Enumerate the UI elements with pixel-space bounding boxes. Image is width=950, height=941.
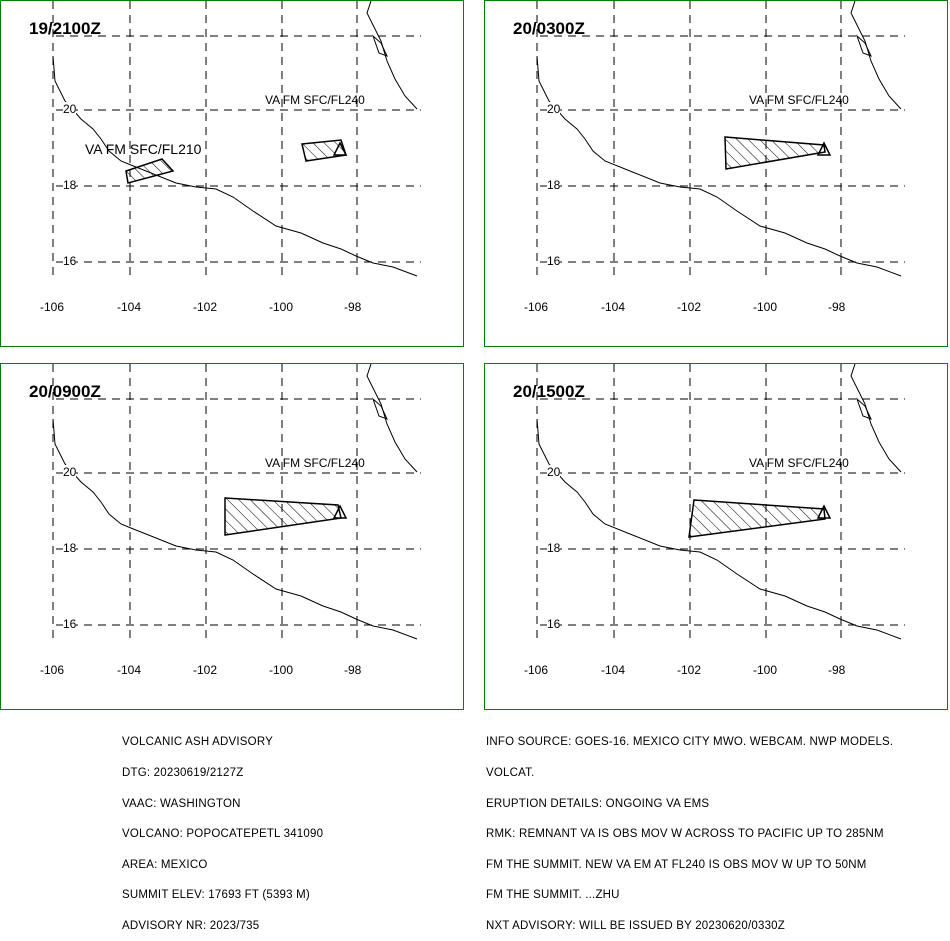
info-line: VAAC: WASHINGTON bbox=[122, 797, 241, 810]
lat-tick-label: 18 bbox=[547, 541, 561, 555]
coastline-gulf bbox=[850, 364, 902, 473]
volcano-marker bbox=[816, 141, 832, 156]
lon-tick-label: -98 bbox=[828, 663, 846, 677]
lon-tick-label: -104 bbox=[601, 663, 626, 677]
info-line: VOLCANO: POPOCATEPETL 341090 bbox=[122, 828, 324, 841]
info-line: VOLCANIC ASH ADVISORY bbox=[122, 736, 273, 749]
lon-tick-label: -100 bbox=[753, 663, 778, 677]
coastline-gulf bbox=[366, 1, 418, 110]
coastline-gulf bbox=[366, 364, 418, 473]
lon-tick-label: -102 bbox=[677, 300, 702, 314]
ash-level-label: VA FM SFC/FL210 bbox=[85, 141, 202, 157]
lon-tick-label: -106 bbox=[524, 663, 549, 677]
info-line: AREA: MEXICO bbox=[122, 858, 208, 871]
info-line: FM THE SUMMIT. ...ZHU bbox=[486, 889, 620, 902]
volcano-marker bbox=[816, 504, 832, 519]
lat-tick-label: 16 bbox=[547, 617, 561, 631]
lon-tick-label: -98 bbox=[828, 300, 846, 314]
info-line: RMK: REMNANT VA IS OBS MOV W ACROSS TO P… bbox=[486, 828, 884, 841]
panel-time: 20/1500Z bbox=[513, 382, 585, 401]
info-line: ERUPTION DETAILS: ONGOING VA EMS bbox=[486, 797, 710, 810]
ash-cloud-polygon bbox=[688, 499, 826, 538]
lat-tick-label: 18 bbox=[547, 178, 561, 192]
lon-tick-label: -100 bbox=[753, 300, 778, 314]
coastline bbox=[536, 55, 902, 277]
coastline-island bbox=[371, 397, 388, 420]
ash-level-label: VA FM SFC/FL240 bbox=[749, 456, 849, 470]
lon-tick-label: -98 bbox=[344, 663, 362, 677]
lat-tick-label: 16 bbox=[63, 254, 77, 268]
coastline-island bbox=[855, 34, 872, 57]
advisory-info-left: VOLCANIC ASH ADVISORY DTG: 20230619/2127… bbox=[122, 717, 323, 941]
info-line: FM THE SUMMIT. NEW VA EM AT FL240 IS OBS… bbox=[486, 858, 867, 871]
info-line: INFO SOURCE: GOES-16. MEXICO CITY MWO. W… bbox=[486, 736, 894, 749]
lat-tick-label: 20 bbox=[547, 102, 561, 116]
lat-tick-label: 20 bbox=[63, 465, 77, 479]
info-line: ADVISORY NR: 2023/735 bbox=[122, 920, 260, 933]
coastline bbox=[52, 418, 418, 640]
ash-cloud-polygon bbox=[724, 136, 826, 170]
lon-tick-label: -102 bbox=[193, 663, 218, 677]
advisory-info-right: INFO SOURCE: GOES-16. MEXICO CITY MWO. W… bbox=[486, 717, 893, 941]
panel-time: 20/0900Z bbox=[29, 382, 101, 401]
info-line: SUMMIT ELEV: 17693 FT (5393 M) bbox=[122, 889, 310, 902]
lon-tick-label: -106 bbox=[524, 300, 549, 314]
forecast-panel: 20/0900Z VA FM SFC/FL240 -106 -104 -102 -100 -… bbox=[0, 363, 464, 710]
volcano-marker bbox=[332, 141, 348, 156]
lat-tick-label: 20 bbox=[547, 465, 561, 479]
lon-tick-label: -104 bbox=[601, 300, 626, 314]
lat-tick-label: 18 bbox=[63, 541, 77, 555]
ash-level-label: VA FM SFC/FL240 bbox=[749, 93, 849, 107]
map-svg bbox=[52, 364, 421, 640]
map-svg bbox=[52, 1, 421, 277]
ash-level-label: VA FM SFC/FL240 bbox=[265, 93, 365, 107]
info-line: NXT ADVISORY: WILL BE ISSUED BY 20230620… bbox=[486, 920, 785, 933]
forecast-panel: 19/2100Z VA FM SFC/FL240 VA FM SFC/FL210 -1… bbox=[0, 0, 464, 347]
volcano-marker bbox=[332, 504, 348, 519]
forecast-panel: 20/1500Z VA FM SFC/FL240 -106 -104 -102 -100 -… bbox=[484, 363, 948, 710]
lon-tick-label: -102 bbox=[193, 300, 218, 314]
lon-tick-label: -104 bbox=[117, 663, 142, 677]
lat-tick-label: 18 bbox=[63, 178, 77, 192]
panel-time: 20/0300Z bbox=[513, 19, 585, 38]
lat-tick-label: 16 bbox=[63, 617, 77, 631]
lon-tick-label: -104 bbox=[117, 300, 142, 314]
coastline bbox=[536, 418, 902, 640]
ash-level-label: VA FM SFC/FL240 bbox=[265, 456, 365, 470]
lon-tick-label: -106 bbox=[40, 300, 65, 314]
map-svg bbox=[536, 1, 905, 277]
forecast-panel: 20/0300Z VA FM SFC/FL240 -106 -104 -102 -100 -… bbox=[484, 0, 948, 347]
lon-tick-label: -100 bbox=[269, 663, 294, 677]
lon-tick-label: -106 bbox=[40, 663, 65, 677]
ash-cloud-polygon bbox=[125, 158, 175, 184]
coastline-island bbox=[371, 34, 388, 57]
lon-tick-label: -102 bbox=[677, 663, 702, 677]
lat-tick-label: 20 bbox=[63, 102, 77, 116]
lon-tick-label: -98 bbox=[344, 300, 362, 314]
info-line: DTG: 20230619/2127Z bbox=[122, 767, 244, 780]
map-svg bbox=[536, 364, 905, 640]
coastline-gulf bbox=[850, 1, 902, 110]
lat-tick-label: 16 bbox=[547, 254, 561, 268]
lon-tick-label: -100 bbox=[269, 300, 294, 314]
coastline bbox=[52, 55, 418, 277]
coastline-island bbox=[855, 397, 872, 420]
info-line: VOLCAT. bbox=[486, 767, 535, 780]
ash-cloud-polygon bbox=[224, 497, 342, 536]
panel-time: 19/2100Z bbox=[29, 19, 101, 38]
